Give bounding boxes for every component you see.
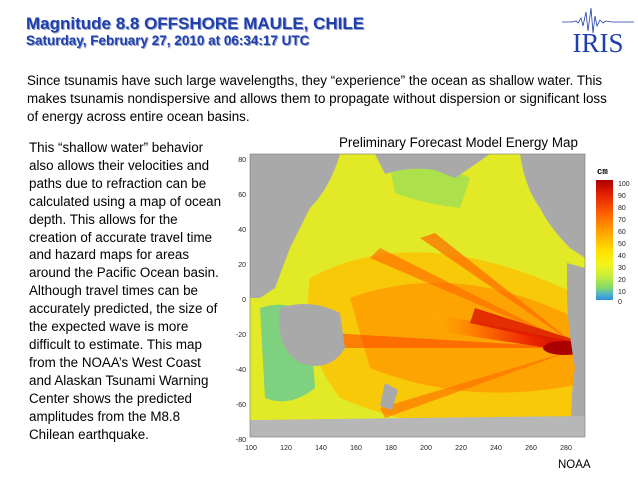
colorbar-tick: 20: [618, 277, 626, 284]
seismogram-icon: [562, 7, 634, 34]
colorbar-tick: 40: [618, 253, 626, 260]
x-tick-label: 180: [385, 445, 397, 452]
y-tick-label: -20: [236, 332, 246, 339]
colorbar-tick: 30: [618, 265, 626, 272]
colorbar: cm 100 90 80 70 60 50 40 30 20 10 0: [596, 167, 630, 306]
iris-logo: IRIS: [562, 7, 634, 58]
y-tick-label: 40: [238, 227, 246, 234]
y-tick-label: -60: [236, 402, 246, 409]
y-tick-label: 60: [238, 192, 246, 199]
y-tick-label: 20: [238, 262, 246, 269]
colorbar-unit: cm: [597, 167, 608, 177]
x-tick-label: 260: [525, 445, 537, 452]
header: Magnitude 8.8 OFFSHORE MAULE, CHILE Satu…: [26, 14, 364, 49]
x-tick-label: 280: [560, 445, 572, 452]
intro-paragraph: Since tsunamis have such large wavelengt…: [27, 73, 607, 124]
colorbar-tick: 60: [618, 229, 626, 236]
y-tick-label: -40: [236, 367, 246, 374]
colorbar-tick: 10: [618, 289, 626, 296]
page-subtitle: Saturday, February 27, 2010 at 06:34:17 …: [26, 33, 310, 48]
colorbar-tick: 90: [618, 193, 626, 200]
x-tick-label: 140: [315, 445, 327, 452]
colorbar-tick: 50: [618, 241, 626, 248]
x-tick-label: 220: [455, 445, 467, 452]
y-tick-label: -80: [236, 437, 246, 444]
colorbar-tick: 70: [618, 217, 626, 224]
page-title: Magnitude 8.8 OFFSHORE MAULE, CHILE: [26, 14, 365, 33]
logo-text: IRIS: [572, 28, 623, 58]
colorbar-tick: 0: [618, 299, 622, 306]
x-tick-label: 200: [420, 445, 432, 452]
x-tick-label: 120: [280, 445, 292, 452]
map-plot: [250, 154, 585, 437]
x-tick-label: 160: [350, 445, 362, 452]
image-credit: NOAA: [558, 459, 591, 471]
y-tick-label: 80: [238, 157, 246, 164]
colorbar-tick: 80: [618, 205, 626, 212]
y-tick-label: 0: [242, 297, 246, 304]
energy-map: 80 60 40 20 0 -20 -40 -60 -80 100 120 14…: [236, 153, 630, 452]
body-paragraph: This “shallow water” behavior also allow…: [29, 140, 222, 442]
colorbar-scale: [596, 180, 613, 300]
x-tick-label: 240: [490, 445, 502, 452]
map-title: Preliminary Forecast Model Energy Map: [339, 135, 578, 150]
x-tick-label: 100: [245, 445, 257, 452]
colorbar-tick: 100: [618, 181, 630, 188]
